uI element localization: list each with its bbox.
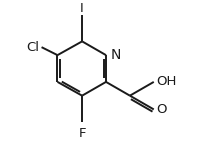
Text: Cl: Cl (26, 41, 39, 54)
Text: F: F (78, 127, 86, 140)
Text: OH: OH (157, 75, 177, 88)
Text: O: O (157, 103, 167, 116)
Text: I: I (80, 2, 84, 15)
Text: N: N (110, 48, 121, 62)
